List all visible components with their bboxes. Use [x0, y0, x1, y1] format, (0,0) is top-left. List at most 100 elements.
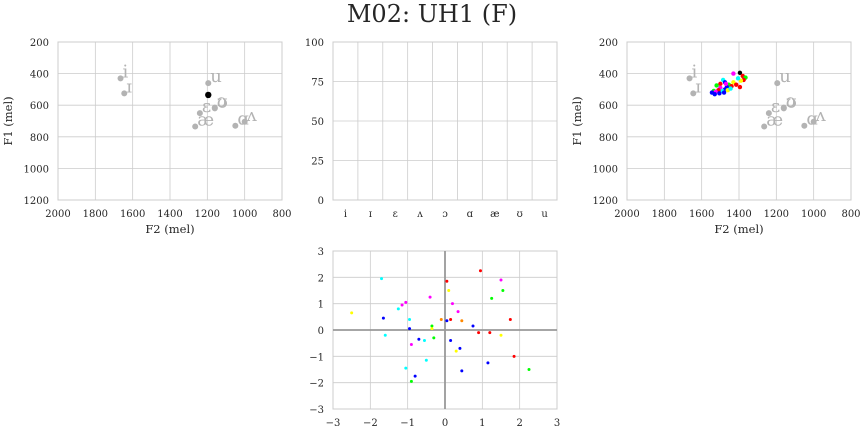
y-tick-label: 0: [318, 326, 324, 337]
scatter-point: [478, 269, 482, 273]
scatter-point: [445, 319, 449, 323]
scatter-point: [383, 333, 387, 337]
y-tick-label: 3: [318, 247, 324, 258]
plot-frame: [626, 41, 852, 201]
category-label: ɛ: [393, 209, 398, 220]
y-tick-label: 1000: [593, 164, 618, 175]
scatter-point: [458, 346, 462, 350]
scatter-point: [445, 279, 449, 283]
token-point: [721, 90, 727, 95]
formant-tokens-panel: 2000 1800 1600 1400 1200 1000 800 200 400 600 800 1…: [570, 38, 861, 236]
scatter-point: [460, 319, 464, 323]
category-label: ʊ: [517, 209, 523, 220]
y-tick-label: 50: [311, 117, 324, 128]
reference-vowel-label: i: [692, 61, 698, 82]
reference-vowel-point: [801, 122, 808, 129]
reference-vowel-point: [117, 75, 124, 82]
scatter-point: [488, 331, 492, 335]
x-tick-label: −2: [363, 418, 378, 429]
token-point: [717, 91, 722, 96]
scatter-point: [527, 368, 531, 371]
token-point: [734, 82, 739, 87]
reference-vowel-point: [686, 75, 693, 82]
x-tick-label: 1800: [83, 209, 108, 220]
y-tick-label: 75: [311, 78, 324, 89]
scatter-point: [424, 358, 428, 362]
reference-vowel-point: [121, 90, 128, 97]
scatter-point: [471, 324, 475, 328]
reference-vowel-label: ʌ: [815, 105, 827, 126]
y-tick-label: 100: [305, 38, 324, 49]
x-tick-label: 1400: [157, 209, 182, 220]
x-tick-label: 2: [516, 418, 522, 429]
x-tick-label: 1600: [689, 209, 714, 220]
reference-vowel-point: [810, 118, 817, 125]
charts-layer: 2000 1800 1600 1400 1200 1000 8002004006008001…: [1, 38, 861, 429]
token-point: [737, 70, 743, 76]
y-tick-label: 25: [311, 157, 324, 168]
x-tick-label: 1000: [232, 209, 257, 220]
y-tick-label: 0: [318, 196, 324, 207]
highlight-point: [205, 91, 212, 99]
reference-vowel-point: [196, 110, 203, 117]
plot-frame: [332, 41, 558, 201]
category-label: ɔ: [442, 209, 448, 220]
y-tick-label: 600: [30, 101, 49, 112]
token-point: [728, 86, 733, 91]
scatter-point: [409, 342, 413, 346]
y-tick-label: 400: [599, 70, 618, 81]
y-tick-label: 400: [30, 70, 49, 81]
scatter-point: [422, 339, 426, 343]
category-label: æ: [490, 209, 499, 220]
token-point: [714, 83, 719, 88]
reference-vowel-label: i: [123, 61, 129, 82]
x-axis-label: F2 (mel): [714, 222, 763, 236]
scatter-point: [350, 311, 354, 315]
token-point: [723, 81, 729, 87]
y-tick-label: 200: [599, 38, 618, 49]
scatter-point: [404, 366, 408, 370]
scatter-point: [413, 374, 417, 378]
y-tick-label: 800: [599, 133, 618, 144]
scatter-point: [380, 277, 384, 281]
scatter-point: [396, 307, 400, 311]
y-tick-label: −2: [309, 379, 324, 390]
scatter-point: [501, 289, 505, 292]
x-tick-label: 1200: [195, 209, 220, 220]
category-label: u: [541, 209, 548, 220]
x-tick-label: 800: [272, 209, 291, 220]
scatter-point: [432, 336, 436, 340]
x-axis-label: F2 (mel): [145, 222, 194, 236]
scatter-point: [404, 300, 408, 304]
x-tick-label: 0: [442, 418, 448, 429]
x-tick-label: 800: [841, 209, 860, 220]
plot-frame: [57, 41, 283, 201]
token-point: [718, 81, 723, 87]
reference-vowel-label: ɔ: [786, 91, 796, 112]
y-tick-label: 1000: [24, 164, 49, 175]
scatter-point: [449, 317, 453, 321]
scatter-point: [477, 331, 481, 335]
scatter-point: [499, 278, 503, 282]
reference-vowel-point: [211, 104, 218, 111]
scatter-point: [417, 337, 421, 341]
y-tick-label: 2: [318, 273, 324, 284]
reference-vowel-point: [241, 118, 248, 125]
scatter-point: [449, 339, 453, 343]
scatter-point: [456, 310, 460, 314]
x-tick-label: 1200: [764, 209, 789, 220]
reference-vowel-point: [205, 80, 212, 87]
y-tick-label: −3: [309, 405, 324, 416]
y-tick-label: 200: [30, 38, 49, 49]
x-tick-label: 1000: [801, 209, 826, 220]
scatter-point: [486, 361, 490, 365]
x-tick-label: 3: [554, 418, 560, 429]
scatter-point: [408, 317, 412, 321]
reference-vowel-label: u: [779, 66, 791, 87]
scatter-point: [447, 289, 451, 292]
y-tick-label: 800: [30, 133, 49, 144]
scatter-point: [460, 369, 464, 373]
reference-vowel-point: [780, 104, 787, 111]
y-tick-label: 1200: [24, 196, 49, 207]
category-label: ʌ: [416, 209, 423, 220]
